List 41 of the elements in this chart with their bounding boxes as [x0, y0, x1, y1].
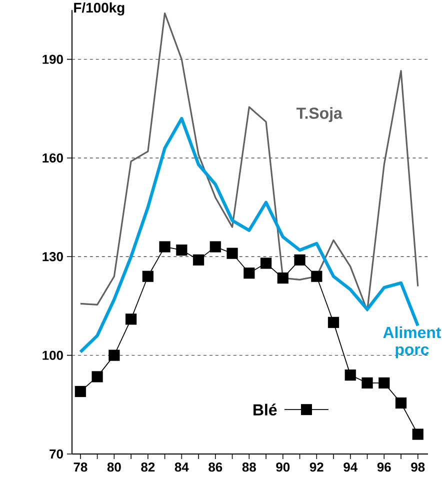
point	[108, 350, 120, 361]
point	[176, 244, 188, 256]
x-tick-label: 80	[107, 462, 121, 472]
x-tick-label: 96	[377, 462, 391, 472]
x-tick-label: 90	[276, 462, 290, 472]
point	[74, 386, 86, 398]
point	[226, 248, 238, 259]
x-tick-label: 88	[242, 462, 256, 472]
point	[159, 241, 170, 252]
y-tick-label: 70	[50, 449, 63, 459]
x-tick-label: 86	[208, 462, 222, 472]
x-tick-label: 94	[344, 462, 358, 472]
y-tick-label: 160	[42, 153, 63, 163]
point	[125, 314, 137, 325]
y-tick-label: 100	[42, 350, 63, 360]
x-tick-label: 92	[310, 462, 324, 472]
point	[362, 377, 373, 389]
y-tick-label: 190	[42, 54, 63, 64]
x-tick-label: 98	[411, 462, 425, 472]
point	[142, 270, 154, 282]
point	[244, 268, 255, 279]
y-tick-label: 130	[42, 252, 63, 262]
legend-label: Blé	[254, 404, 277, 416]
x-tick-label: 82	[141, 462, 155, 472]
point	[378, 377, 390, 389]
point	[328, 316, 340, 328]
point	[210, 241, 221, 252]
point	[395, 397, 407, 409]
point	[412, 428, 424, 440]
x-tick-label: 78	[74, 462, 88, 472]
point	[92, 371, 103, 382]
point	[311, 270, 322, 282]
series-label: Aliment porc	[383, 326, 442, 358]
point	[344, 370, 356, 381]
point	[192, 254, 204, 266]
series-label: T.Soja	[296, 107, 342, 122]
point	[260, 258, 272, 269]
point	[277, 272, 288, 284]
y-axis-title: F/100kg	[74, 2, 124, 16]
point	[294, 254, 306, 266]
x-tick-label: 84	[174, 462, 189, 472]
